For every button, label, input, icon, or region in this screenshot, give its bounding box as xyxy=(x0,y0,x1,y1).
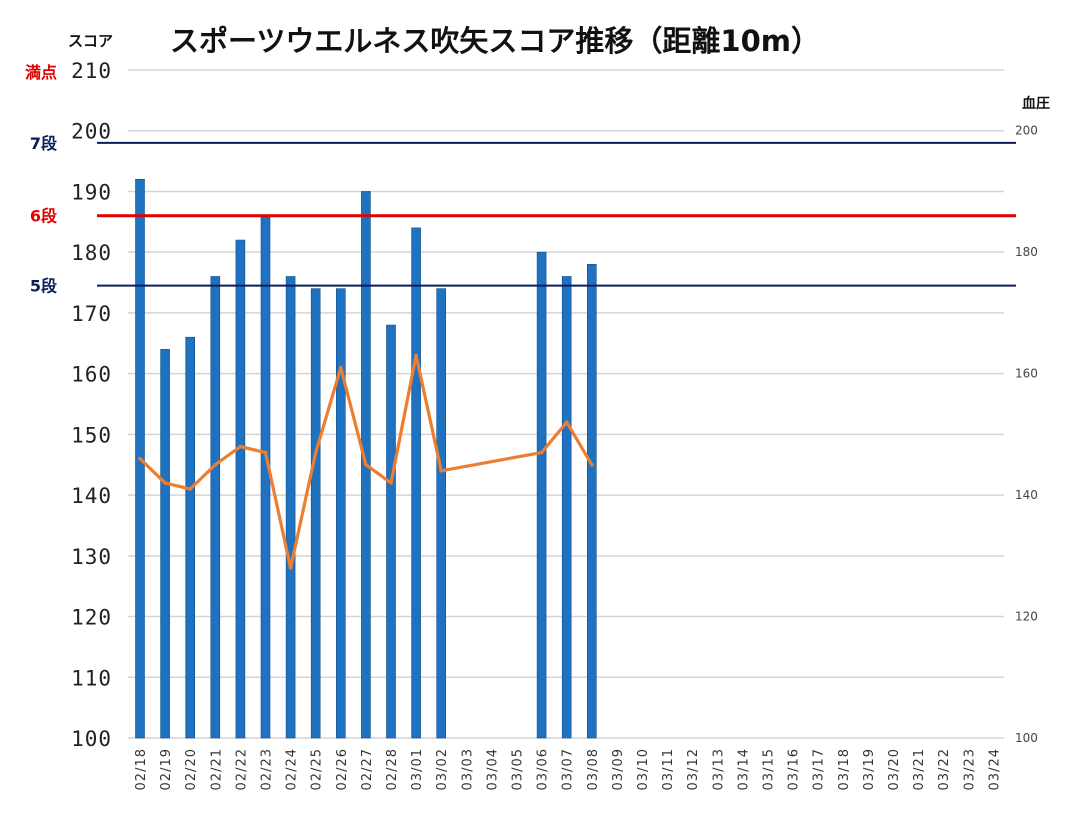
x-tick-label: 03/12 xyxy=(686,748,701,790)
x-tick-label: 03/17 xyxy=(812,748,827,790)
x-tick-label: 02/21 xyxy=(209,748,224,790)
y1-tick-label: 130 xyxy=(71,545,112,569)
y1-tick-label: 200 xyxy=(71,120,112,144)
score-bar xyxy=(160,349,170,739)
rank-label: 7段 xyxy=(30,134,58,153)
rank-label: 満点 xyxy=(25,63,57,82)
x-tick-label: 03/11 xyxy=(661,748,676,790)
x-tick-label: 02/22 xyxy=(234,748,249,790)
x-tick-label: 02/19 xyxy=(159,748,174,790)
y1-tick-label: 190 xyxy=(71,180,112,204)
x-tick-label: 03/07 xyxy=(561,748,576,790)
score-bar xyxy=(411,227,421,739)
x-tick-label: 03/10 xyxy=(636,748,651,790)
blood-pressure-segment xyxy=(414,353,443,473)
blood-pressure-segment xyxy=(389,353,418,485)
x-tick-label: 02/27 xyxy=(360,748,375,790)
y1-tick-label: 170 xyxy=(71,302,112,326)
x-tick-label: 03/06 xyxy=(536,748,551,790)
x-tick-label: 03/16 xyxy=(787,748,802,790)
blood-pressure-segment xyxy=(188,463,217,491)
x-tick-label: 02/25 xyxy=(310,748,325,790)
score-bar xyxy=(561,276,572,739)
x-tick-label: 03/03 xyxy=(460,748,475,790)
score-bar xyxy=(235,239,246,739)
blood-pressure-segment xyxy=(238,444,268,455)
x-tick-label: 02/18 xyxy=(134,748,149,790)
score-bar xyxy=(386,324,396,739)
x-tick-label: 03/08 xyxy=(586,748,601,790)
x-tick-label: 03/21 xyxy=(912,748,927,790)
chart-title: スポーツウエルネス吹矢スコア推移（距離10m） xyxy=(170,24,820,58)
x-tick-label: 03/04 xyxy=(485,748,500,790)
y1-tick-label: 100 xyxy=(71,727,112,751)
score-bar xyxy=(285,276,296,739)
blood-pressure-segment xyxy=(314,365,343,455)
x-tick-label: 03/18 xyxy=(837,748,852,790)
y1-tick-label: 110 xyxy=(71,666,112,690)
y1-axis-label: スコア xyxy=(68,32,114,50)
x-tick-label: 03/05 xyxy=(511,748,526,790)
x-tick-label: 03/09 xyxy=(611,748,626,790)
x-tick-label: 02/24 xyxy=(285,748,300,790)
blood-pressure-segment xyxy=(364,463,393,485)
score-bar xyxy=(335,288,346,739)
y2-tick-label: 140 xyxy=(1015,488,1038,502)
x-tick-label: 03/23 xyxy=(962,748,977,790)
rank-label: 5段 xyxy=(30,277,58,296)
x-tick-label: 02/20 xyxy=(184,748,199,790)
y1-tick-label: 120 xyxy=(71,606,112,630)
y2-tick-label: 120 xyxy=(1015,610,1038,624)
y2-tick-label: 200 xyxy=(1015,124,1038,138)
y1-tick-label: 210 xyxy=(71,59,112,83)
y2-tick-label: 100 xyxy=(1015,731,1038,745)
x-tick-label: 02/23 xyxy=(260,748,275,790)
x-tick-label: 03/13 xyxy=(711,748,726,790)
blood-pressure-segment xyxy=(263,450,293,570)
y1-tick-label: 150 xyxy=(71,423,112,447)
blood-pressure-segment xyxy=(565,420,594,467)
blood-pressure-segment xyxy=(213,444,242,467)
y1-tick-label: 160 xyxy=(71,363,112,387)
x-tick-label: 03/19 xyxy=(862,748,877,790)
blood-pressure-segment xyxy=(439,450,544,473)
blood-pressure-segment xyxy=(138,457,167,485)
blood-pressure-segment xyxy=(539,420,569,455)
blood-pressure-segment xyxy=(163,481,192,491)
y2-tick-label: 180 xyxy=(1015,245,1038,259)
x-tick-label: 03/24 xyxy=(987,748,1002,790)
x-tick-label: 03/14 xyxy=(736,748,751,790)
score-bar xyxy=(536,251,547,739)
x-tick-label: 03/20 xyxy=(887,748,902,790)
x-tick-label: 02/26 xyxy=(335,748,350,790)
x-tick-label: 03/15 xyxy=(762,748,777,790)
score-bar xyxy=(436,288,447,739)
score-bar xyxy=(210,276,221,739)
x-tick-label: 03/02 xyxy=(435,748,450,790)
y1-tick-label: 180 xyxy=(71,241,112,265)
score-bar xyxy=(185,336,195,739)
y1-tick-label: 140 xyxy=(71,484,112,508)
score-bar xyxy=(310,288,321,739)
rank-label: 6段 xyxy=(30,207,58,226)
score-bar xyxy=(260,215,271,739)
blood-pressure-segment xyxy=(289,450,318,570)
x-tick-label: 03/01 xyxy=(410,748,425,790)
x-tick-label: 02/28 xyxy=(385,748,400,790)
y2-axis-label: 血圧 xyxy=(1022,96,1050,112)
x-tick-label: 03/22 xyxy=(937,748,952,790)
y2-tick-label: 160 xyxy=(1015,367,1038,381)
score-bar xyxy=(586,264,597,739)
blood-pressure-point xyxy=(590,462,594,467)
blood-pressure-segment xyxy=(339,365,368,467)
